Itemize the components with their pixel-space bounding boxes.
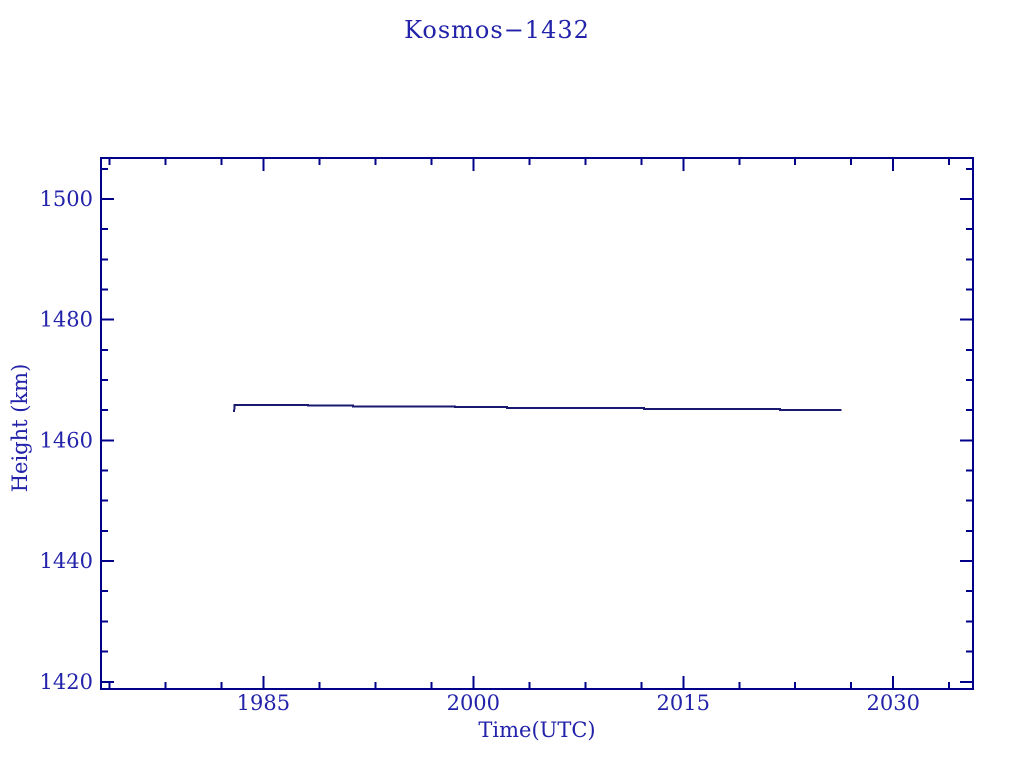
x-axis-label: Time(UTC) — [478, 718, 595, 742]
y-tick-label: 1500 — [40, 187, 93, 211]
y-tick-label: 1480 — [40, 308, 93, 332]
y-tick-label: 1440 — [40, 549, 93, 573]
height-series-line — [233, 403, 842, 413]
plot-frame — [100, 157, 974, 690]
tick-labels: 1985 2000 2015 2030 1420 1440 1460 1480 1500 — [40, 187, 920, 715]
x-tick-label: 1985 — [237, 691, 290, 715]
x-tick-label: 2015 — [657, 691, 710, 715]
y-tick-label: 1420 — [40, 670, 93, 694]
tick-marks — [101, 158, 973, 689]
x-tick-label: 2000 — [447, 691, 500, 715]
y-tick-label: 1460 — [40, 428, 93, 452]
x-tick-label: 2030 — [866, 691, 919, 715]
chart-title: Kosmos−1432 — [404, 16, 590, 44]
y-axis-label: Height (km) — [8, 364, 32, 493]
